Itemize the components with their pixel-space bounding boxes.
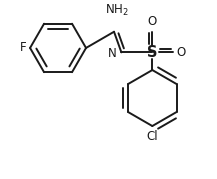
Text: NH$_2$: NH$_2$ <box>105 3 129 18</box>
Text: N: N <box>108 47 117 60</box>
Text: Cl: Cl <box>146 130 158 143</box>
Text: S: S <box>147 45 158 60</box>
Text: F: F <box>20 42 26 54</box>
Text: O: O <box>148 15 157 28</box>
Text: O: O <box>177 46 186 59</box>
